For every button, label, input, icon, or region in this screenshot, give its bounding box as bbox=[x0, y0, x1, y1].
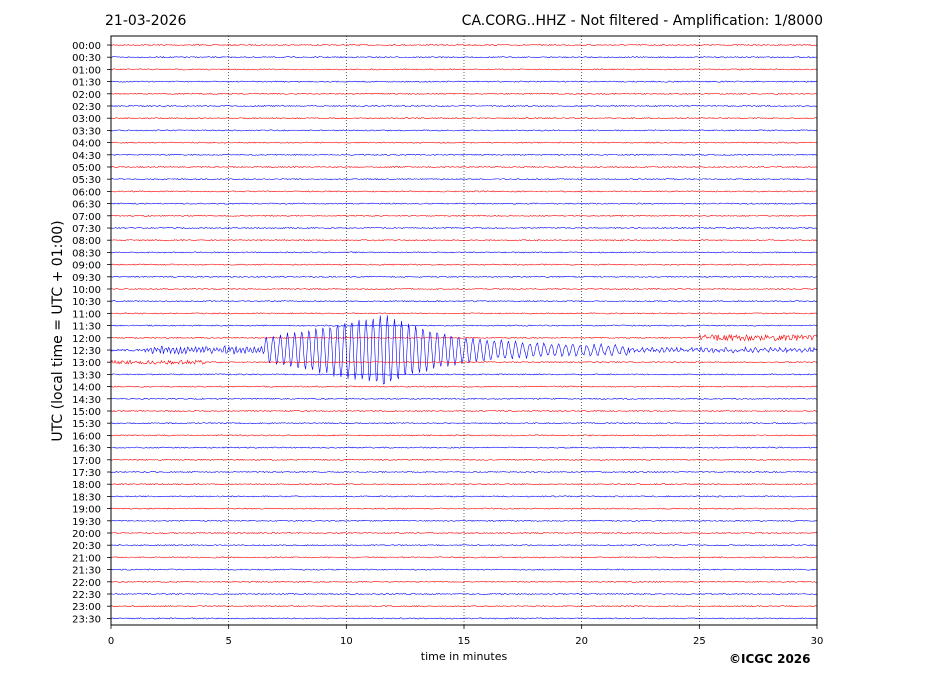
y-tick-label: 16:30 bbox=[72, 444, 101, 455]
trace-row-2100 bbox=[110, 556, 818, 559]
trace-row-1230 bbox=[110, 315, 818, 385]
vertical-grid-lines bbox=[228, 36, 700, 625]
trace-row-1130 bbox=[110, 324, 818, 327]
y-tick-label: 17:30 bbox=[72, 468, 101, 479]
y-tick-label: 22:30 bbox=[72, 590, 101, 601]
x-tick-label: 25 bbox=[693, 636, 706, 647]
y-tick-label: 09:00 bbox=[72, 261, 101, 272]
y-tick-label: 14:30 bbox=[72, 395, 101, 406]
trace-row-1300 bbox=[110, 359, 818, 366]
y-tick-label: 23:30 bbox=[72, 614, 101, 625]
y-tick-label: 02:30 bbox=[72, 102, 101, 113]
y-tick-label: 08:30 bbox=[72, 248, 101, 259]
trace-row-0430 bbox=[110, 153, 818, 156]
y-tick-label: 19:30 bbox=[72, 517, 101, 528]
y-tick-label: 15:30 bbox=[72, 419, 101, 430]
trace-row-1930 bbox=[110, 519, 818, 522]
y-tick-label: 06:30 bbox=[72, 200, 101, 211]
trace-row-0600 bbox=[110, 190, 818, 193]
y-tick-label: 10:00 bbox=[72, 285, 101, 296]
y-tick-label: 14:00 bbox=[72, 383, 101, 394]
y-tick-label: 06:00 bbox=[72, 187, 101, 198]
y-tick-label: 15:00 bbox=[72, 407, 101, 418]
trace-row-0400 bbox=[110, 141, 818, 144]
seismic-traces bbox=[110, 43, 818, 620]
trace-row-2130 bbox=[110, 568, 818, 571]
trace-row-0630 bbox=[110, 202, 818, 205]
y-tick-label: 21:30 bbox=[72, 566, 101, 577]
x-axis-label: time in minutes bbox=[421, 650, 508, 663]
x-tick-label: 5 bbox=[225, 636, 231, 647]
trace-row-2200 bbox=[110, 580, 818, 583]
y-tick-label: 20:00 bbox=[72, 529, 101, 540]
y-tick-label: 05:30 bbox=[72, 175, 101, 186]
y-tick-label: 18:00 bbox=[72, 480, 101, 491]
trace-row-2030 bbox=[110, 544, 818, 547]
trace-row-0500 bbox=[110, 165, 818, 169]
y-tick-label: 22:00 bbox=[72, 578, 101, 589]
y-tick-label: 03:30 bbox=[72, 126, 101, 137]
x-tick-labels: 0 5 10 15 20 25 30 bbox=[108, 625, 824, 647]
chart-title: CA.CORG..HHZ - Not filtered - Amplificat… bbox=[462, 13, 823, 29]
x-tick-label: 30 bbox=[811, 636, 824, 647]
x-tick-label: 20 bbox=[575, 636, 588, 647]
y-tick-label: 04:30 bbox=[72, 151, 101, 162]
x-tick-label: 10 bbox=[340, 636, 353, 647]
trace-row-1100 bbox=[110, 312, 818, 315]
y-axis-label: UTC (local time = UTC + 01:00) bbox=[50, 220, 66, 441]
y-tick-label: 02:00 bbox=[72, 90, 101, 101]
x-tick-label: 15 bbox=[458, 636, 471, 647]
trace-row-1400 bbox=[110, 385, 818, 388]
y-tick-label: 13:00 bbox=[72, 358, 101, 369]
copyright-label: ©ICGC 2026 bbox=[729, 652, 811, 666]
y-tick-label: 01:30 bbox=[72, 78, 101, 89]
y-tick-label: 00:30 bbox=[72, 53, 101, 64]
y-tick-label: 10:30 bbox=[72, 297, 101, 308]
y-tick-label: 12:30 bbox=[72, 346, 101, 357]
y-tick-label: 11:30 bbox=[72, 322, 101, 333]
y-tick-label: 11:00 bbox=[72, 309, 101, 320]
trace-row-0330 bbox=[110, 129, 818, 132]
y-tick-label: 04:00 bbox=[72, 139, 101, 150]
trace-row-1830 bbox=[110, 495, 818, 498]
y-tick-label: 13:30 bbox=[72, 370, 101, 381]
y-tick-label: 21:00 bbox=[72, 553, 101, 564]
trace-row-1530 bbox=[110, 422, 818, 425]
trace-row-0530 bbox=[110, 178, 818, 181]
y-tick-label: 01:00 bbox=[72, 65, 101, 76]
y-tick-label: 05:00 bbox=[72, 163, 101, 174]
y-tick-label: 07:30 bbox=[72, 224, 101, 235]
y-tick-label: 09:30 bbox=[72, 273, 101, 284]
date-label: 21-03-2026 bbox=[105, 13, 186, 29]
trace-row-1900 bbox=[110, 507, 818, 510]
trace-row-1330 bbox=[110, 373, 818, 376]
trace-row-2000 bbox=[110, 532, 818, 535]
y-tick-label: 08:00 bbox=[72, 236, 101, 247]
y-tick-label: 18:30 bbox=[72, 492, 101, 503]
y-tick-label: 07:00 bbox=[72, 212, 101, 223]
y-tick-label: 12:00 bbox=[72, 334, 101, 345]
y-tick-label: 17:00 bbox=[72, 456, 101, 467]
y-tick-label: 03:00 bbox=[72, 114, 101, 125]
y-tick-label: 19:00 bbox=[72, 505, 101, 516]
y-tick-label: 16:00 bbox=[72, 431, 101, 442]
trace-row-1030 bbox=[110, 300, 818, 303]
x-tick-label: 0 bbox=[108, 636, 114, 647]
trace-row-0300 bbox=[110, 117, 818, 120]
y-tick-label: 23:00 bbox=[72, 602, 101, 613]
y-tick-label: 00:00 bbox=[72, 41, 101, 52]
y-tick-label: 20:30 bbox=[72, 541, 101, 552]
